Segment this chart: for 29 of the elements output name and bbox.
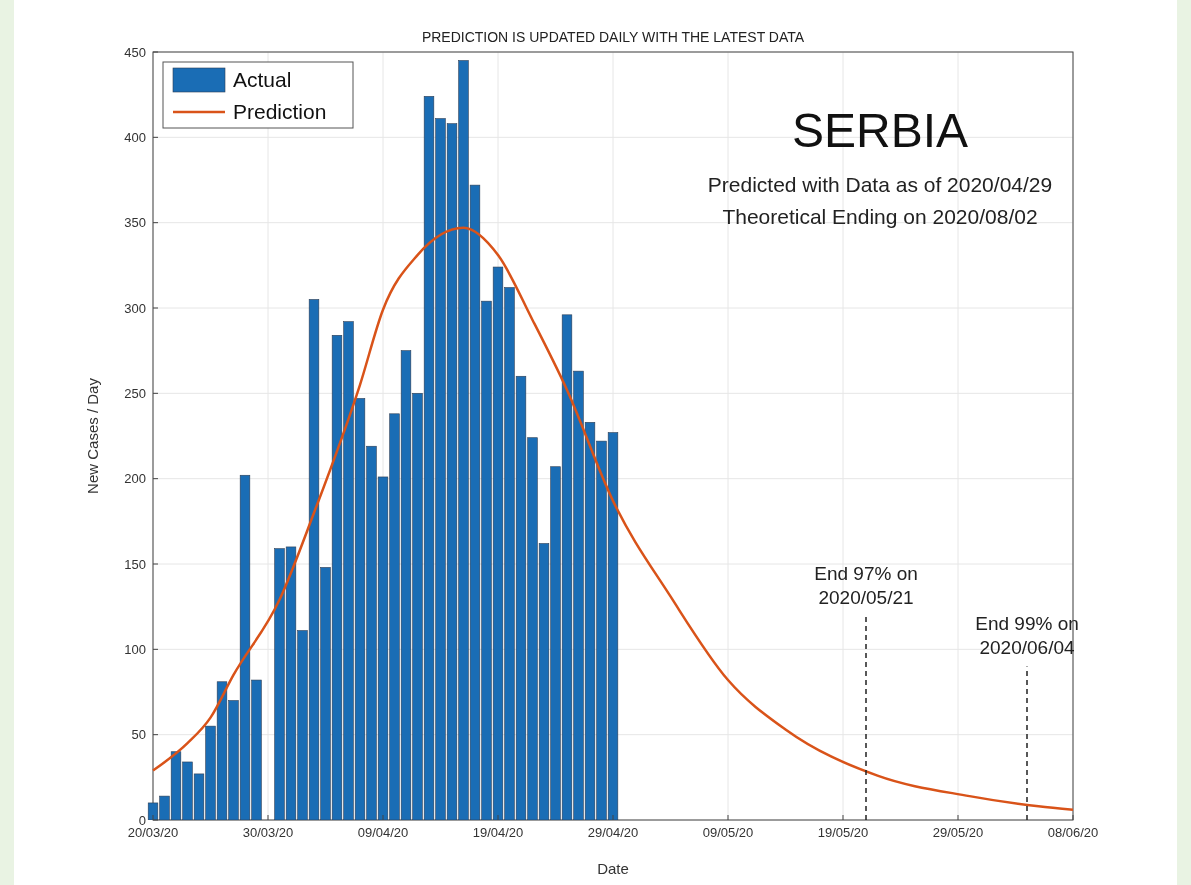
x-tick-label: 30/03/20 xyxy=(242,825,294,840)
y-tick-label: 0 xyxy=(138,812,146,828)
y-tick-label: 400 xyxy=(124,129,146,145)
ref-line-label: End 99% on 2020/06/04 xyxy=(975,613,1079,659)
y-tick-label: 250 xyxy=(124,385,146,401)
y-tick-label: 150 xyxy=(124,556,146,572)
annotation: Theoretical Ending on 2020/08/02 xyxy=(722,205,1038,228)
y-tick-label: 450 xyxy=(124,44,146,60)
y-tick-label: 50 xyxy=(131,727,146,743)
y-tick-label: 200 xyxy=(124,471,146,487)
y-tick-label: 100 xyxy=(124,641,146,657)
y-tick-label: 300 xyxy=(124,300,146,316)
ref-line-label: End 97% on 2020/05/21 xyxy=(814,563,918,609)
legend-label: Actual xyxy=(233,68,292,92)
y-tick-label: 350 xyxy=(124,215,146,231)
x-tick-label: 29/04/20 xyxy=(587,825,639,840)
x-tick-label: 20/03/20 xyxy=(127,825,179,840)
x-tick-label: 09/04/20 xyxy=(357,825,409,840)
x-tick-label: 19/05/20 xyxy=(817,825,869,840)
x-axis-title: Date xyxy=(597,860,629,877)
legend-label: Prediction xyxy=(233,100,327,124)
y-axis-title: New Cases / Day xyxy=(84,377,101,494)
x-tick-label: 19/04/20 xyxy=(472,825,524,840)
annotation: SERBIA xyxy=(791,104,969,157)
x-tick-label: 29/05/20 xyxy=(932,825,984,840)
chart-title: PREDICTION IS UPDATED DAILY WITH THE LATEST DATA xyxy=(421,29,805,45)
x-tick-label: 08/06/20 xyxy=(1047,825,1099,840)
annotation: Predicted with Data as of 2020/04/29 xyxy=(707,173,1053,196)
x-tick-label: 09/05/20 xyxy=(702,825,754,840)
